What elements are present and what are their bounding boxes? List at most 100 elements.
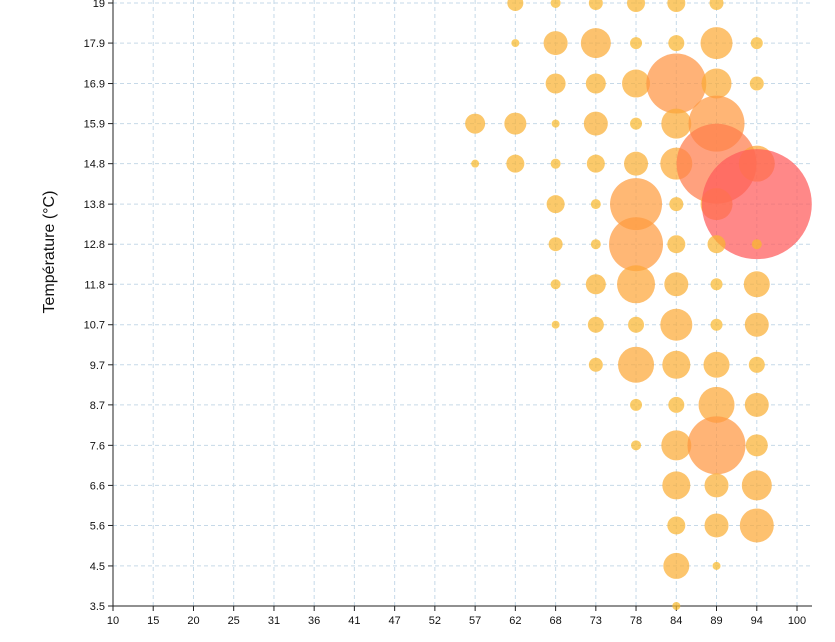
y-axis-label: Température (°C) — [41, 191, 58, 314]
bubble — [587, 316, 604, 333]
bubble — [667, 0, 686, 12]
bubble — [583, 111, 608, 136]
bubble — [739, 508, 774, 543]
bubble — [506, 154, 525, 173]
y-tick-label: 10.7 — [84, 320, 105, 332]
bubble — [585, 73, 606, 94]
bubble — [704, 513, 729, 538]
bubble — [661, 430, 692, 461]
y-tick-label: 15.9 — [84, 119, 105, 131]
bubble — [700, 27, 733, 60]
bubble — [618, 346, 655, 383]
bubble — [646, 53, 707, 114]
bubble — [748, 356, 765, 373]
bubble — [624, 151, 649, 176]
bubble — [741, 470, 772, 501]
y-tick-label: 8.7 — [90, 400, 105, 412]
bubble — [551, 119, 560, 128]
bubble — [663, 552, 690, 579]
y-tick-label: 9.7 — [90, 360, 105, 372]
x-tick-label: 15 — [147, 615, 159, 627]
x-tick-label: 47 — [389, 615, 401, 627]
y-tick-label: 6.6 — [90, 480, 105, 492]
bubble — [511, 39, 520, 48]
bubble — [585, 274, 606, 295]
x-tick-label: 52 — [429, 615, 441, 627]
x-tick-label: 94 — [751, 615, 763, 627]
bubble — [590, 239, 601, 250]
x-tick-label: 89 — [710, 615, 722, 627]
y-tick-label: 12.8 — [84, 239, 105, 251]
bubble — [744, 312, 769, 337]
y-tick-label: 4.5 — [90, 561, 105, 573]
bubble — [664, 272, 689, 297]
bubble — [751, 239, 762, 250]
bubble — [712, 561, 721, 570]
bubble — [701, 149, 812, 260]
bubble — [588, 0, 603, 10]
bubble — [630, 398, 643, 411]
bubble — [630, 117, 643, 130]
x-tick-label: 10 — [107, 615, 119, 627]
bubble — [704, 473, 729, 498]
bubble — [701, 68, 732, 99]
x-tick-label: 100 — [788, 615, 806, 627]
y-tick-label: 7.6 — [90, 440, 105, 452]
x-tick-label: 41 — [348, 615, 360, 627]
x-tick-label: 84 — [670, 615, 682, 627]
bubble — [610, 178, 663, 231]
y-tick-label: 13.8 — [84, 199, 105, 211]
bubble — [580, 28, 611, 59]
bubble — [662, 471, 691, 500]
bubble — [667, 516, 686, 535]
bubble — [545, 73, 566, 94]
x-tick-label: 73 — [590, 615, 602, 627]
bubble — [465, 113, 486, 134]
bubble — [743, 271, 770, 298]
bubble — [507, 0, 524, 11]
y-tick-label: 14.8 — [84, 159, 105, 171]
bubble — [744, 392, 769, 417]
bubble — [672, 602, 681, 610]
bubble — [590, 199, 601, 210]
bubble — [628, 316, 645, 333]
bubble — [609, 217, 664, 272]
bubble — [703, 351, 730, 378]
bubble — [709, 0, 724, 10]
x-tick-label: 25 — [228, 615, 240, 627]
y-tick-label: 5.6 — [90, 520, 105, 532]
x-tick-label: 62 — [509, 615, 521, 627]
bubble — [471, 159, 480, 168]
bubble — [698, 386, 735, 423]
y-tick-label: 17.9 — [84, 38, 105, 50]
bubble — [586, 154, 605, 173]
bubble — [630, 37, 643, 50]
x-tick-label: 68 — [549, 615, 561, 627]
x-tick-label: 20 — [187, 615, 199, 627]
x-tick-label: 36 — [308, 615, 320, 627]
bubble — [749, 76, 764, 91]
bubble — [550, 279, 561, 290]
bubble — [548, 237, 563, 252]
bubble — [543, 31, 568, 56]
x-tick-label: 57 — [469, 615, 481, 627]
x-tick-label: 78 — [630, 615, 642, 627]
bubble — [622, 69, 651, 98]
y-tick-label: 11.8 — [84, 279, 105, 291]
y-tick-label: 16.9 — [84, 79, 105, 91]
bubble — [667, 235, 686, 254]
bubble — [631, 440, 642, 451]
bubble — [710, 278, 723, 291]
bubble — [668, 396, 685, 413]
bubble — [662, 350, 691, 379]
bubble — [710, 318, 723, 331]
bubble — [669, 197, 684, 212]
bubble — [668, 35, 685, 52]
bubble — [687, 416, 746, 475]
y-tick-label: 3.5 — [90, 601, 105, 613]
bubble — [627, 0, 646, 12]
bubble — [551, 320, 560, 329]
bubble — [504, 112, 527, 135]
bubble — [550, 0, 561, 8]
